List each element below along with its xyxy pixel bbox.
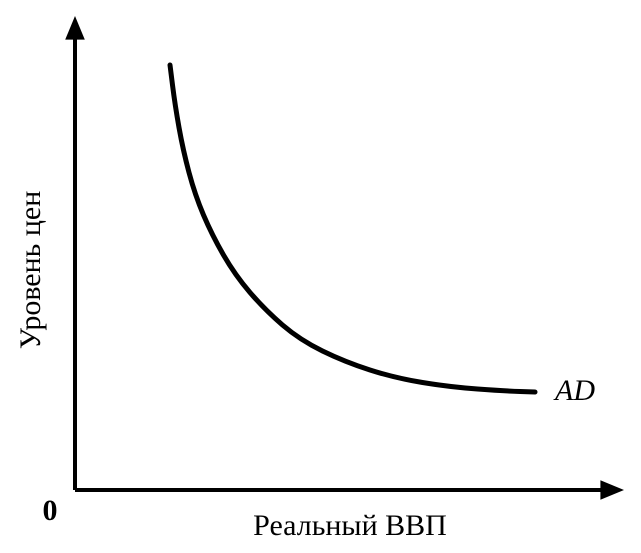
ad-curve — [170, 65, 535, 392]
curve-label: AD — [553, 374, 595, 407]
x-axis-arrow — [600, 480, 624, 500]
origin-label: 0 — [43, 494, 58, 527]
y-axis-label: Уровень цен — [14, 191, 47, 350]
x-axis-label: Реальный ВВП — [253, 509, 447, 542]
ad-curve-chart: Уровень цен Реальный ВВП 0 AD — [0, 0, 641, 553]
y-axis-arrow — [65, 16, 85, 40]
